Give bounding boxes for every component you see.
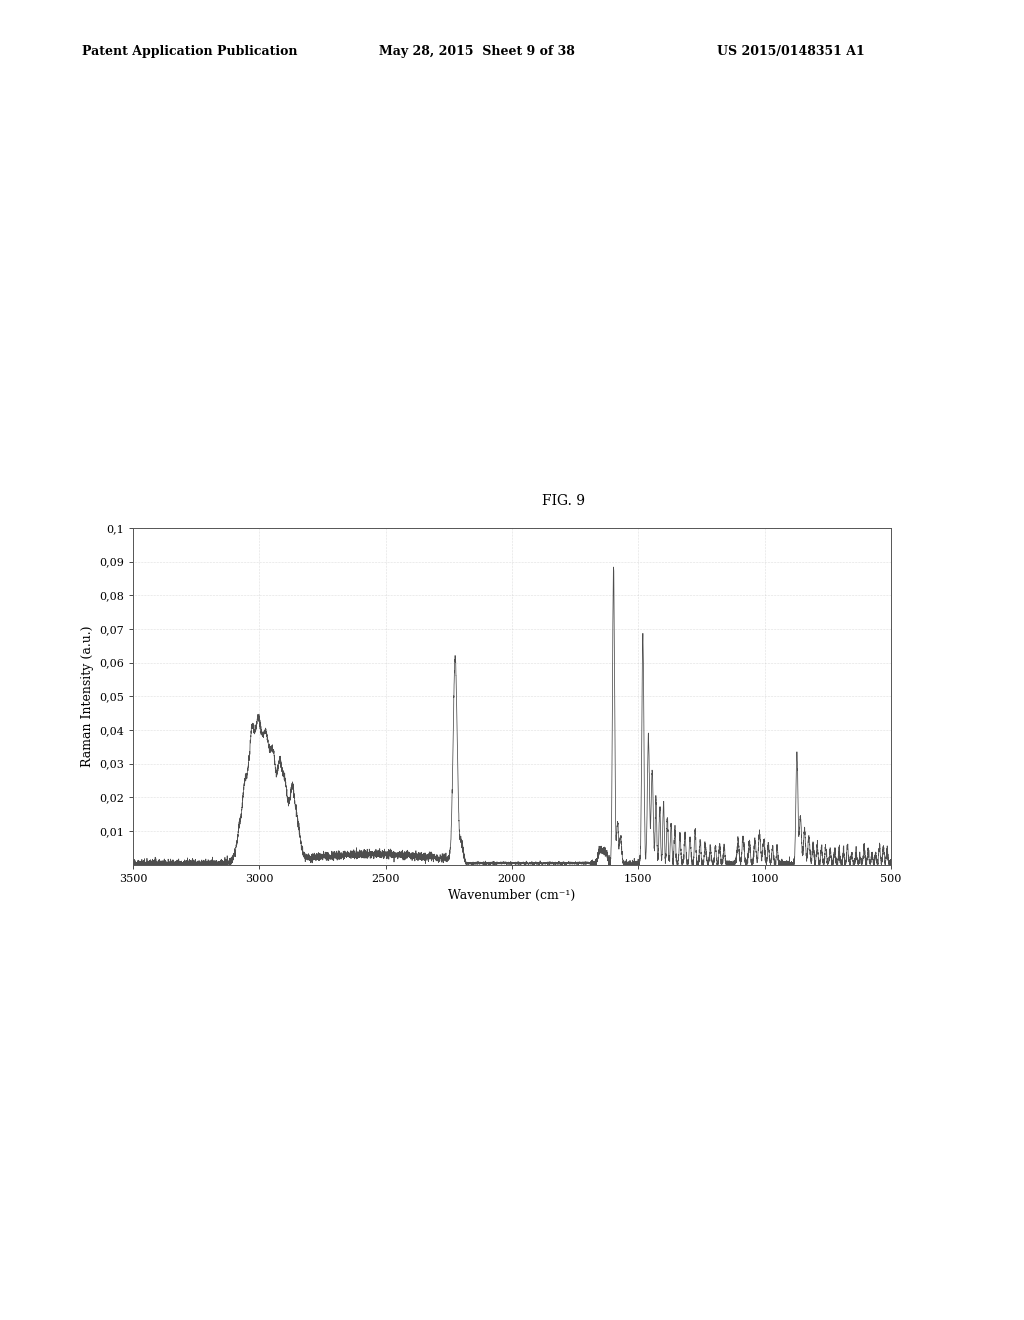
Y-axis label: Raman Intensity (a.u.): Raman Intensity (a.u.) — [81, 626, 93, 767]
Text: FIG. 9: FIG. 9 — [542, 494, 585, 508]
X-axis label: Wavenumber (cm⁻¹): Wavenumber (cm⁻¹) — [449, 890, 575, 902]
Text: Patent Application Publication: Patent Application Publication — [82, 45, 297, 58]
Text: May 28, 2015  Sheet 9 of 38: May 28, 2015 Sheet 9 of 38 — [379, 45, 574, 58]
Text: US 2015/0148351 A1: US 2015/0148351 A1 — [717, 45, 864, 58]
